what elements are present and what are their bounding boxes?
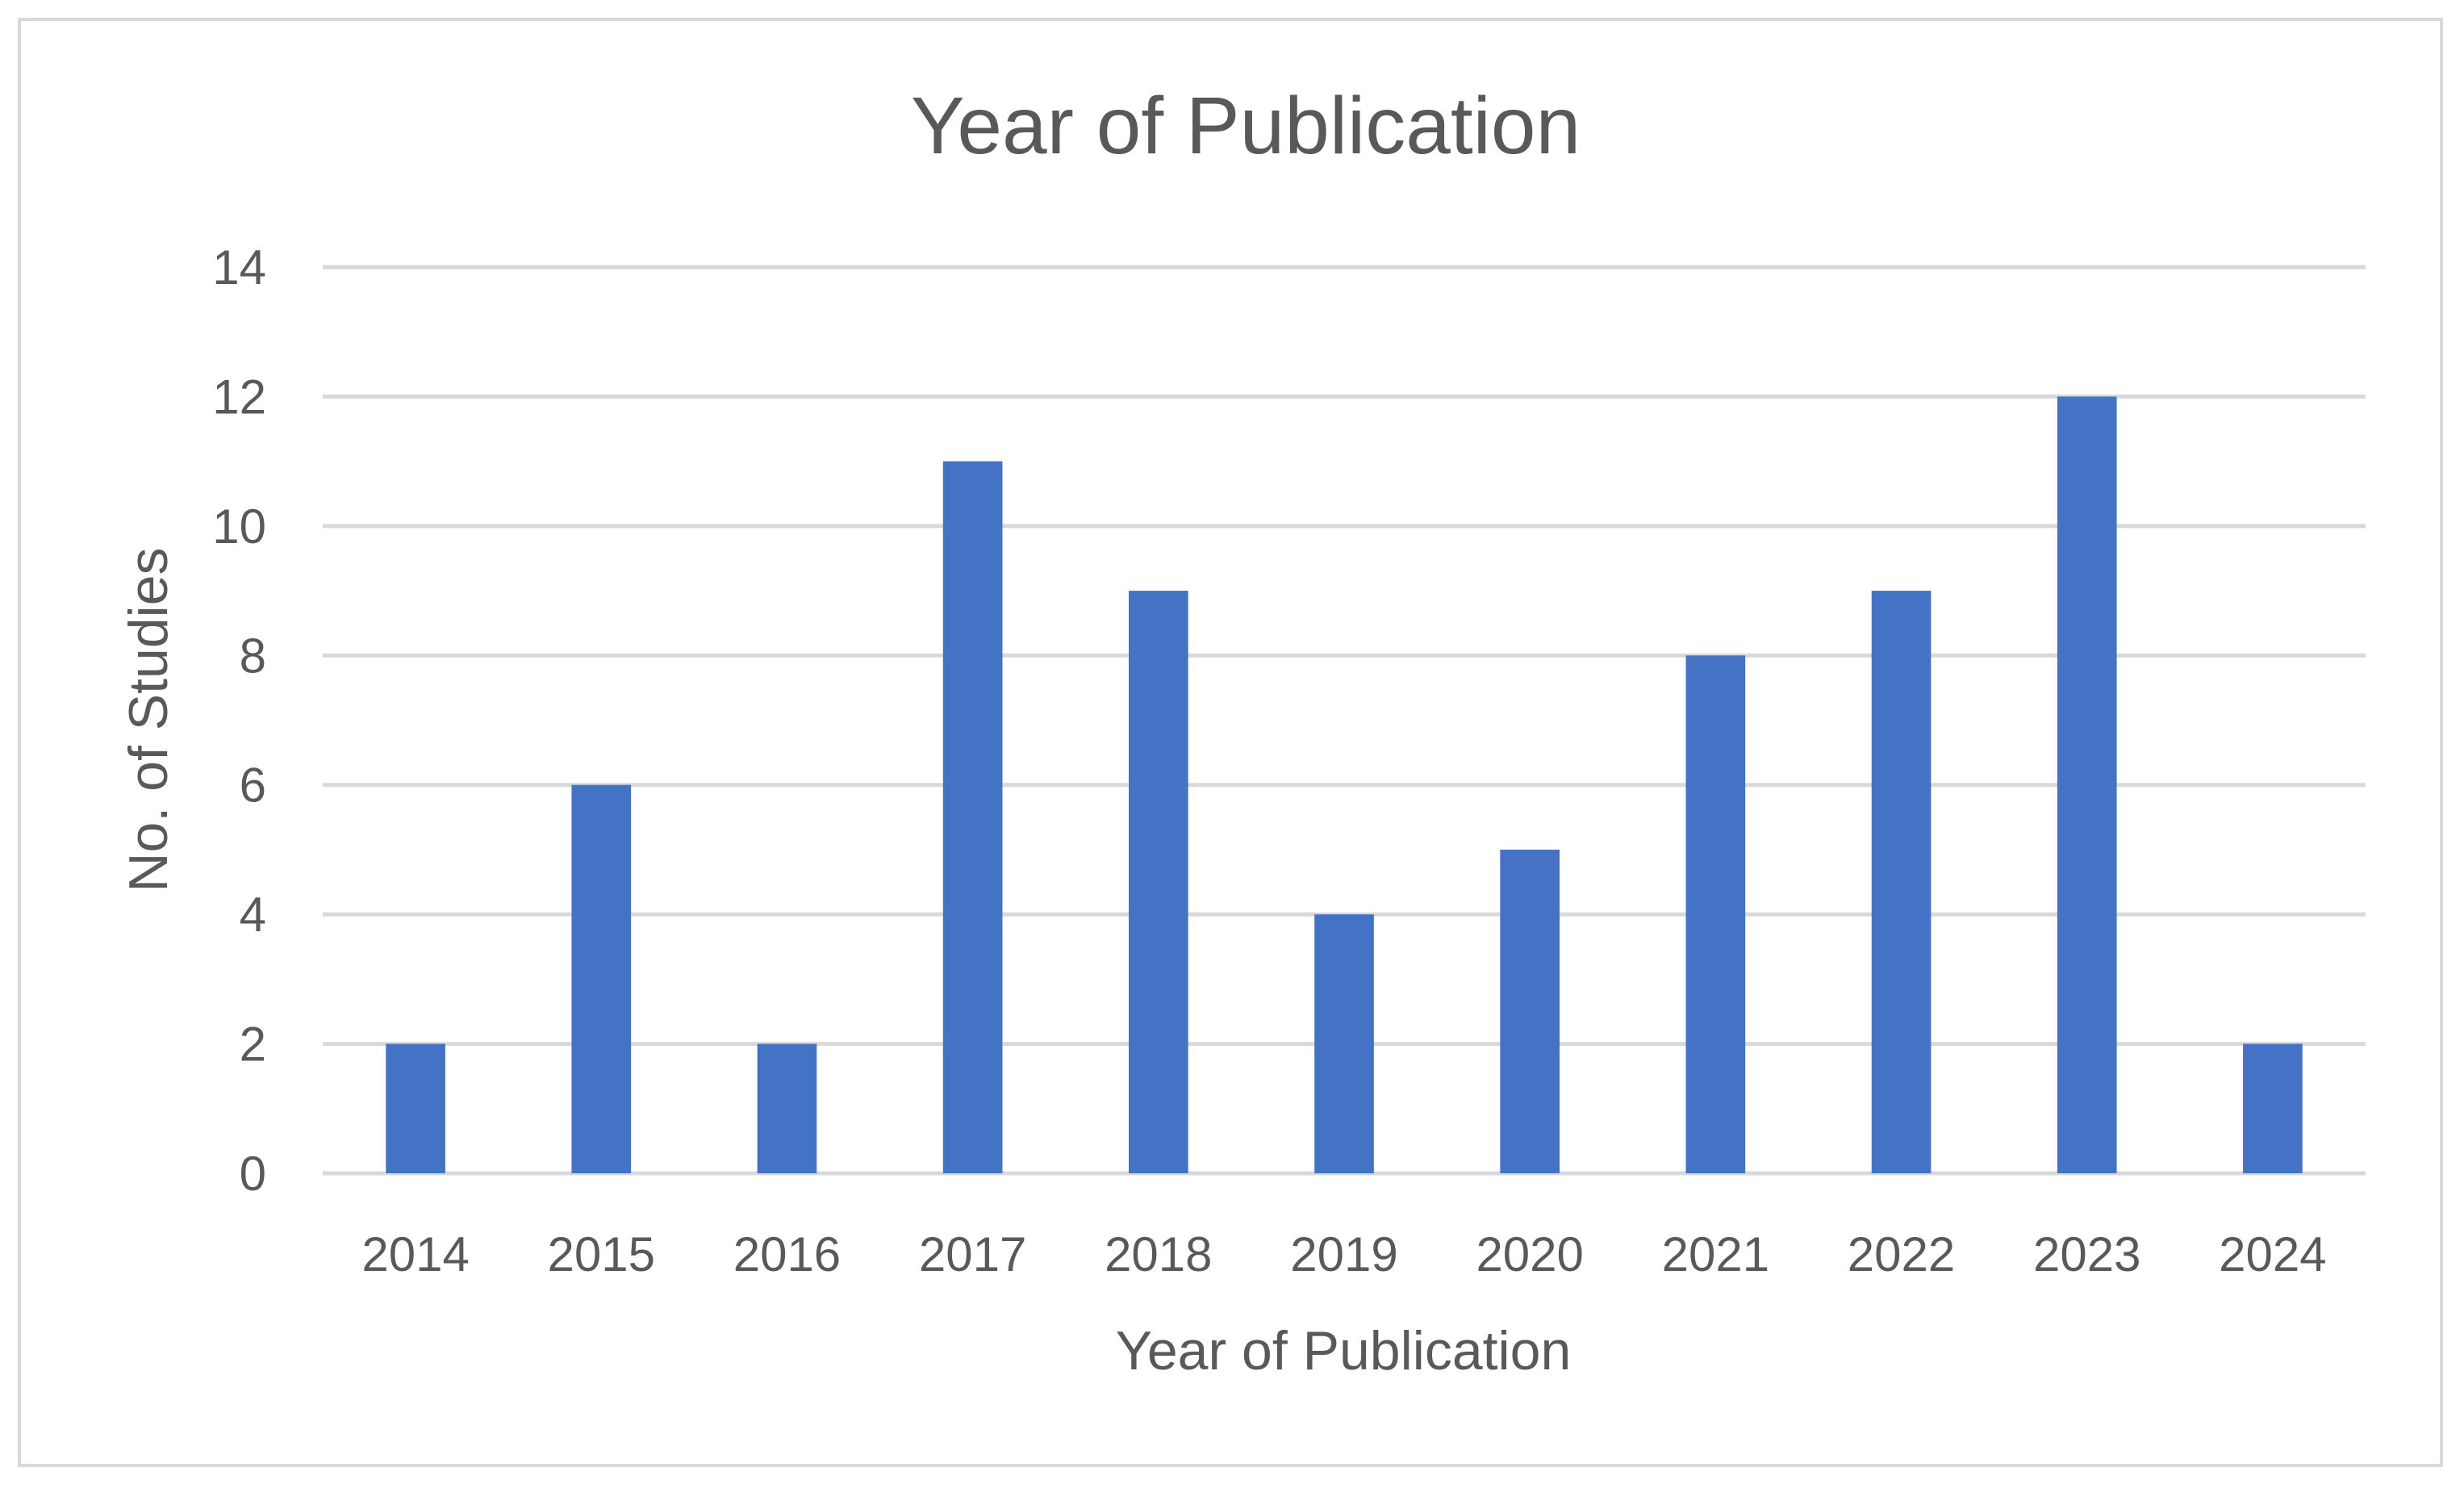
bar-2014 — [386, 1043, 445, 1173]
bar-2016 — [757, 1043, 817, 1173]
y-axis-title: No. of Studies — [118, 547, 179, 892]
gridlines — [323, 265, 2366, 1176]
x-tick-label: 2020 — [1476, 1227, 1583, 1281]
x-tick-label: 2019 — [1290, 1227, 1397, 1281]
bar-2018 — [1128, 591, 1188, 1173]
bar-2024 — [2243, 1043, 2303, 1173]
bar-2022 — [1871, 591, 1932, 1173]
x-tick-label: 2015 — [548, 1227, 655, 1281]
y-tick-label: 0 — [240, 1147, 266, 1201]
bar-2023 — [2057, 396, 2117, 1173]
x-tick-label: 2021 — [1662, 1227, 1769, 1281]
y-tick-label: 8 — [240, 629, 266, 683]
x-tick-label: 2023 — [2033, 1227, 2140, 1281]
x-tick-label: 2017 — [919, 1227, 1026, 1281]
chart-title: Year of Publication — [911, 81, 1581, 171]
y-tick-label: 12 — [212, 370, 266, 424]
bar-2021 — [1685, 655, 1746, 1173]
x-tick-label: 2014 — [361, 1227, 469, 1281]
x-tick-label: 2018 — [1105, 1227, 1212, 1281]
x-tick-labels: 2014 2015 2016 2017 2018 2019 2020 2021 2022 2023… — [361, 1227, 2326, 1281]
y-tick-label: 14 — [212, 240, 266, 295]
y-tick-label: 2 — [240, 1018, 266, 1072]
x-tick-label: 2022 — [1848, 1227, 1955, 1281]
x-tick-label: 2024 — [2219, 1227, 2326, 1281]
bar-2015 — [571, 784, 632, 1173]
y-tick-label: 10 — [212, 499, 266, 554]
x-tick-label: 2016 — [733, 1227, 841, 1281]
x-axis-title: Year of Publication — [1116, 1320, 1572, 1381]
y-tick-label: 4 — [240, 888, 266, 942]
chart-frame — [18, 18, 2443, 1467]
bar-2019 — [1314, 914, 1374, 1173]
y-tick-label: 6 — [240, 759, 266, 813]
bar-2017 — [942, 461, 1003, 1173]
bar-2020 — [1500, 849, 1560, 1173]
bars — [386, 396, 2303, 1173]
y-tick-labels: 0 2 4 6 8 10 12 14 — [212, 240, 266, 1201]
